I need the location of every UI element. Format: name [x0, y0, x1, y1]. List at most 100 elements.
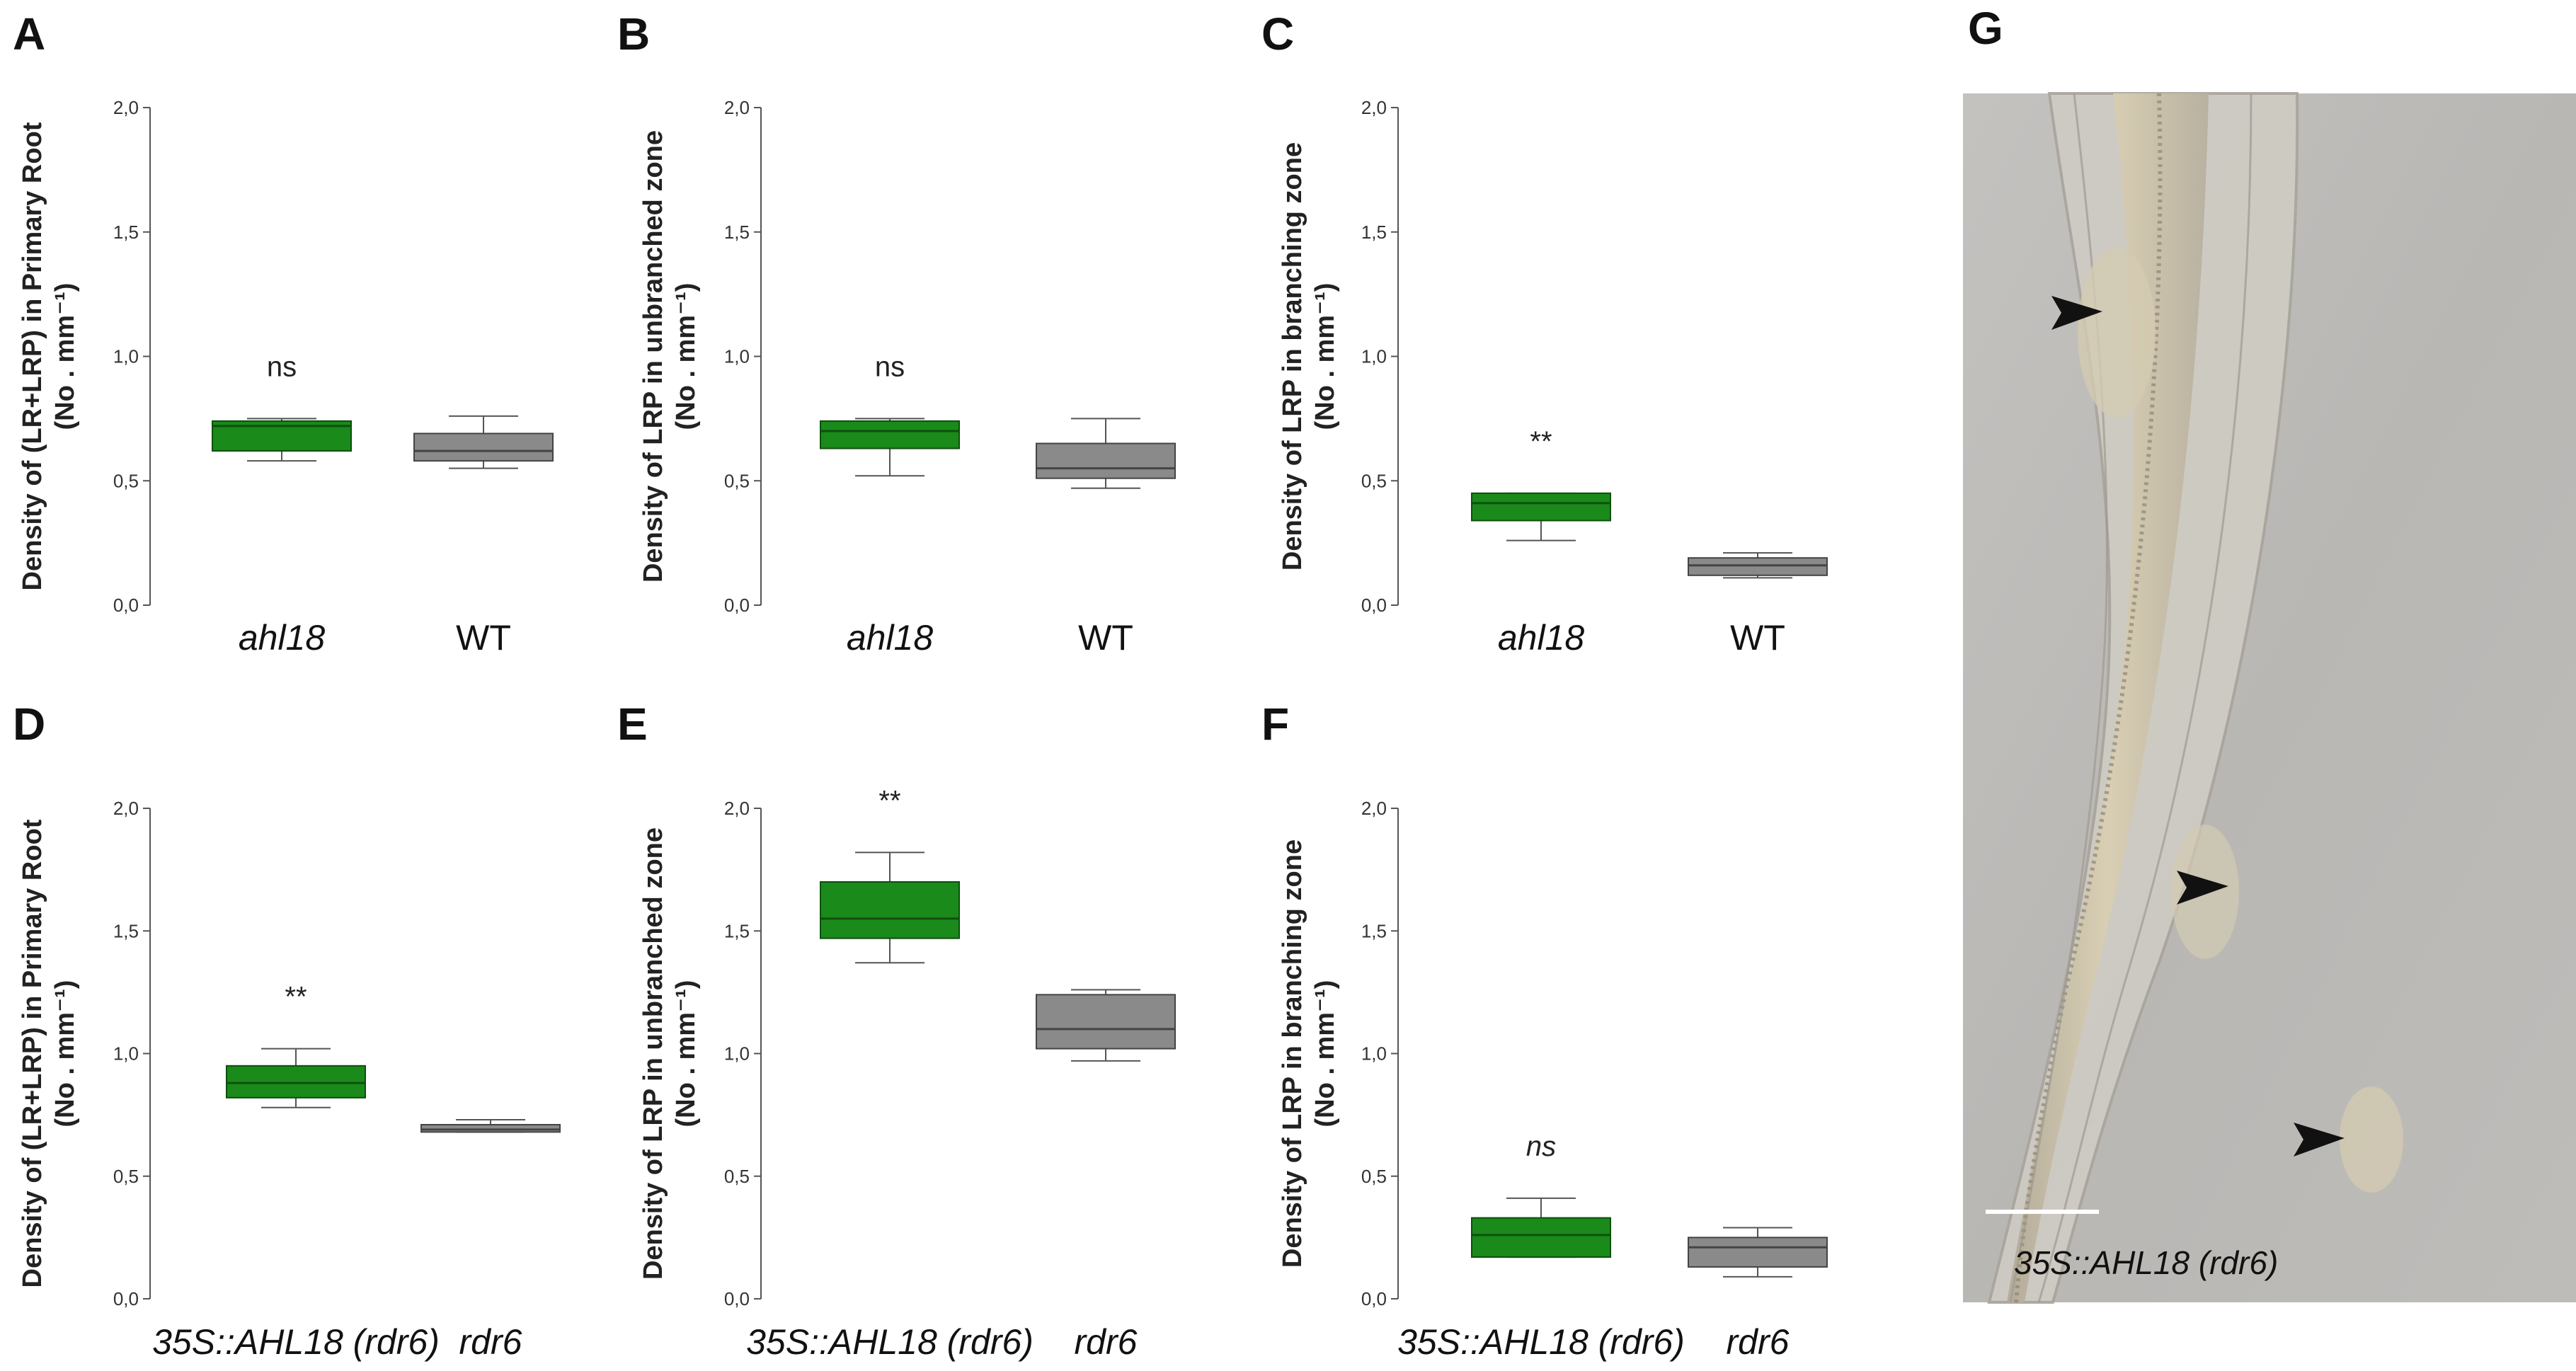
box-35s-ahl18-rdr6-	[820, 880, 960, 939]
y-axis-label: Density of (LR+LRP) in Primary Root (No .…	[18, 122, 80, 590]
root-stele-line	[2014, 93, 2163, 1303]
y-axis-label: Density of LRP in branching zone (No . mm…	[1278, 142, 1340, 570]
y-tick-label: 2,0	[1361, 97, 1387, 118]
y-tick-label: 1,5	[113, 222, 139, 243]
box-wt	[1688, 557, 1828, 576]
category-label: WT	[1730, 618, 1785, 658]
y-tick-label: 0,0	[724, 1288, 750, 1309]
category-label: ahl18	[1498, 618, 1585, 658]
y-tick-label: 0,0	[113, 1288, 139, 1309]
y-tick-label: 1,5	[113, 920, 139, 941]
significance-label: **	[1530, 426, 1552, 457]
significance-label: ns	[267, 351, 297, 382]
category-label: WT	[456, 618, 511, 658]
y-axis-label-line1: Density of (LR+LRP) in Primary Root	[18, 819, 47, 1287]
y-tick-label: 1,0	[1361, 346, 1387, 367]
y-tick-label: 0,0	[1361, 1288, 1387, 1309]
panel-d: D 0,0 0,5 1,0 1,5 2,0 Density of (LR+LRP) in P…	[13, 699, 561, 1362]
box-wt	[413, 432, 554, 462]
y-tick-label: 2,0	[113, 798, 139, 819]
y-tick-label: 0,5	[113, 1166, 139, 1187]
y-tick-label: 2,0	[724, 798, 750, 819]
y-tick-label: 2,0	[1361, 798, 1387, 819]
y-tick-label: 1,0	[113, 1043, 139, 1065]
panel-letter-c: C	[1261, 8, 1294, 59]
significance-label: ns	[875, 351, 905, 382]
category-label: 35S::AHL18 (rdr6)	[152, 1322, 440, 1362]
y-tick-label: 0,0	[113, 595, 139, 616]
box-35s-ahl18-rdr6-	[226, 1065, 366, 1098]
y-axis-label: Density of LRP in branching zone (No . mm…	[1278, 839, 1340, 1268]
y-tick-label: 0,0	[724, 595, 750, 616]
y-axis-label-line1: Density of LRP in unbranched zone	[639, 827, 668, 1280]
box-ahl18	[820, 420, 960, 449]
y-axis-label: Density of LRP in unbranched zone (No . m…	[639, 827, 701, 1280]
y-axis-label-line2: (No . mm⁻¹)	[1310, 283, 1340, 430]
photo-caption: 35S::AHL18 (rdr6)	[2014, 1244, 2278, 1281]
root-vascular-core	[2007, 93, 2209, 1302]
panel-g-micrograph: 35S::AHL18 (rdr6) G	[1963, 3, 2576, 1304]
arrowhead-icon	[2051, 296, 2102, 330]
y-axis-label-line1: Density of LRP in unbranched zone	[639, 130, 668, 583]
y-tick-label: 0,5	[724, 470, 750, 491]
panel-c: C 0,0 0,5 1,0 1,5 2,0 Density of LRP in branch…	[1261, 8, 1828, 658]
y-tick-label: 0,5	[724, 1166, 750, 1187]
y-tick-label: 1,5	[1361, 920, 1387, 941]
y-tick-label: 0,5	[113, 470, 139, 491]
category-label: rdr6	[1727, 1322, 1790, 1362]
y-axis-label-line1: Density of LRP in branching zone	[1278, 142, 1307, 570]
y-tick-label: 1,0	[113, 346, 139, 367]
category-label: rdr6	[1075, 1322, 1138, 1362]
y-tick-label: 0,5	[1361, 1166, 1387, 1187]
y-tick-label: 1,0	[724, 1043, 750, 1065]
root-cell-line	[2037, 93, 2252, 1303]
box-rdr6	[1688, 1237, 1828, 1268]
panel-letter-b: B	[617, 8, 650, 59]
y-axis-label-line2: (No . mm⁻¹)	[50, 283, 80, 430]
y-axis-label-line2: (No . mm⁻¹)	[671, 283, 701, 430]
panel-letter-e: E	[617, 699, 648, 750]
box-plot-panels: A 0,0 0,5 1,0 1,5 2,0 Density of (LR+LRP) in P…	[13, 8, 1828, 1362]
y-axis-label-line1: Density of (LR+LRP) in Primary Root	[18, 122, 47, 590]
y-tick-label: 0,0	[1361, 595, 1387, 616]
primordium	[2340, 1086, 2403, 1193]
y-axis-label-line2: (No . mm⁻¹)	[1310, 980, 1340, 1128]
arrowhead-icon	[2177, 871, 2228, 905]
arrowhead-icon	[2294, 1123, 2345, 1157]
category-label: 35S::AHL18 (rdr6)	[1397, 1322, 1685, 1362]
y-axis-label-line2: (No . mm⁻¹)	[671, 980, 701, 1128]
panel-letter-d: D	[13, 699, 45, 750]
significance-label: ns	[1526, 1131, 1556, 1162]
y-tick-label: 2,0	[113, 97, 139, 118]
panel-a: A 0,0 0,5 1,0 1,5 2,0 Density of (LR+LRP) in P…	[13, 8, 554, 658]
box-rdr6	[420, 1123, 561, 1133]
y-tick-label: 2,0	[724, 97, 750, 118]
panel-e: E 0,0 0,5 1,0 1,5 2,0 Density of LRP in unbran…	[617, 699, 1176, 1362]
significance-label: **	[878, 785, 900, 816]
y-tick-label: 1,0	[724, 346, 750, 367]
significance-label: **	[285, 982, 307, 1013]
y-tick-label: 1,5	[1361, 222, 1387, 243]
y-tick-label: 1,5	[724, 222, 750, 243]
category-label: ahl18	[847, 618, 934, 658]
y-axis-label-line1: Density of LRP in branching zone	[1278, 839, 1307, 1268]
panel-letter-f: F	[1261, 699, 1289, 750]
box-35s-ahl18-rdr6-	[1471, 1217, 1611, 1258]
y-axis-label: Density of LRP in unbranched zone (No . m…	[639, 130, 701, 583]
y-axis-label-line2: (No . mm⁻¹)	[50, 980, 80, 1128]
y-tick-label: 0,5	[1361, 470, 1387, 491]
panel-letter-g: G	[1968, 3, 2003, 54]
panel-f: F 0,0 0,5 1,0 1,5 2,0 Density of LRP in branch…	[1261, 699, 1828, 1362]
category-label: rdr6	[459, 1322, 522, 1362]
y-axis-label: Density of (LR+LRP) in Primary Root (No .…	[18, 819, 80, 1287]
box-rdr6	[1036, 994, 1176, 1050]
category-label: 35S::AHL18 (rdr6)	[746, 1322, 1034, 1362]
panel-b: B 0,0 0,5 1,0 1,5 2,0 Density of LRP in unbran…	[617, 8, 1176, 658]
y-tick-label: 1,5	[724, 920, 750, 941]
y-tick-label: 1,0	[1361, 1043, 1387, 1065]
primordium	[2078, 248, 2156, 418]
category-label: WT	[1078, 618, 1133, 658]
panel-letter-a: A	[13, 8, 45, 59]
box-ahl18	[1471, 492, 1611, 522]
